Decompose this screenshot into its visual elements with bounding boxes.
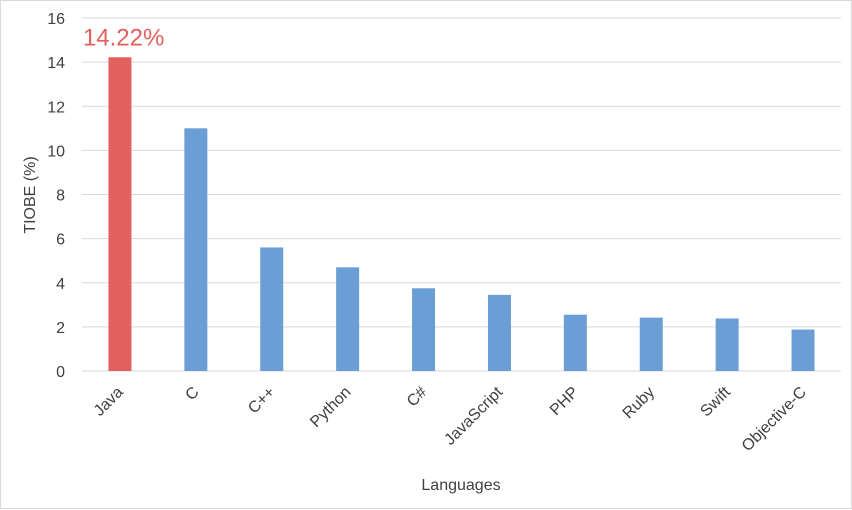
x-tick-label: PHP [547,384,582,419]
x-tick-label: Python [307,384,354,431]
x-tick-label: C [182,384,202,404]
bar-php [563,314,587,371]
x-tick-label: Objective-C [739,384,810,455]
bar-java [108,57,132,372]
y-tick-label: 2 [56,320,65,337]
bar-c [184,128,208,371]
x-axis-title: Languages [421,477,500,494]
y-tick-labels: 0 2 4 6 8 10 12 14 16 [47,11,65,381]
x-tick-label: Swift [697,383,734,420]
bar-c- [260,247,284,371]
y-tick-label: 8 [56,188,65,205]
y-tick-label: 16 [47,11,65,28]
bar-swift [715,318,739,371]
highlight-data-label: 14.22% [83,24,164,51]
bar-c- [412,288,436,371]
y-tick-label: 4 [56,276,65,293]
y-axis-title: TIOBE (%) [22,156,39,233]
y-tick-label: 0 [56,364,65,381]
bar-objective-c [791,329,815,371]
x-tick-labels: Java C C++ Python C# JavaScript PHP Ruby Swift Ob… [91,383,810,455]
bar-python [336,267,360,371]
y-tick-label: 6 [56,232,65,249]
x-tick-label: Ruby [620,384,658,422]
y-tick-label: 12 [47,99,65,116]
bar-javascript [487,294,511,371]
x-tick-label: C# [404,384,431,411]
gridlines [82,17,841,372]
bars [108,57,815,372]
x-tick-label: JavaScript [441,383,506,448]
y-tick-label: 14 [47,55,65,72]
x-tick-label: Java [91,384,127,420]
y-tick-label: 10 [47,143,65,160]
x-tick-label: C++ [245,384,278,417]
bar-ruby [639,317,663,371]
